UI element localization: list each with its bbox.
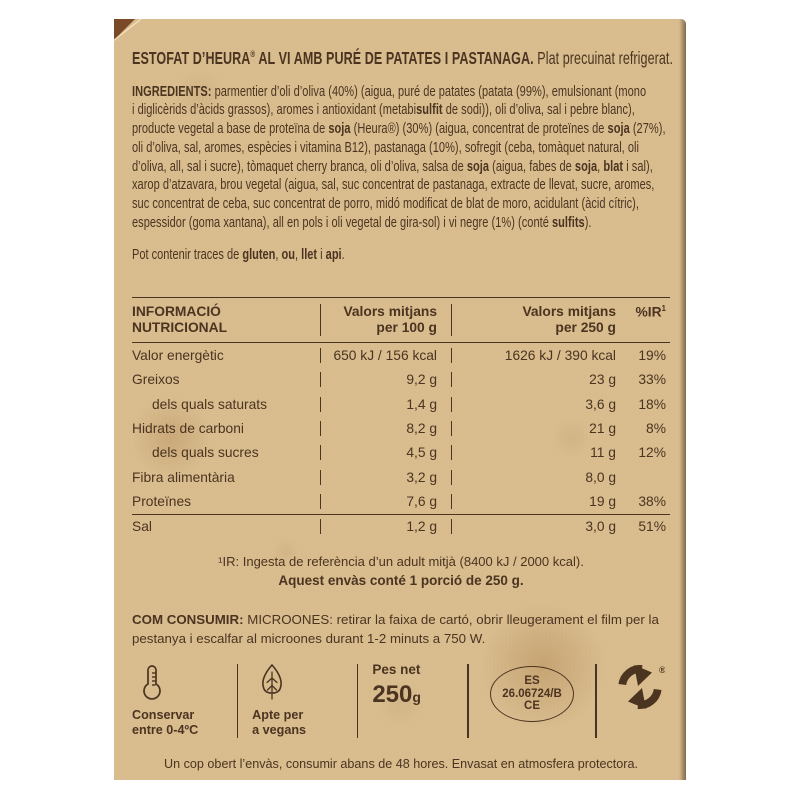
svg-text:®: ® [659, 665, 665, 675]
